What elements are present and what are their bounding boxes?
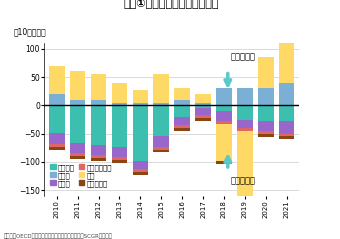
Bar [279, 136, 294, 139]
Bar [174, 128, 190, 131]
Bar [91, 155, 106, 158]
Bar [133, 105, 148, 161]
Bar [174, 100, 190, 105]
Text: （出所：OECDより住友商事グローバルリサーチ（SCGR）作成）: （出所：OECDより住友商事グローバルリサーチ（SCGR）作成） [3, 233, 112, 239]
Bar [258, 88, 274, 105]
Bar [133, 169, 148, 172]
Bar [174, 125, 190, 128]
Bar [153, 103, 169, 105]
Bar [70, 105, 85, 143]
Bar [216, 105, 232, 111]
Bar [91, 158, 106, 161]
Bar [195, 115, 211, 118]
Bar [70, 71, 85, 100]
Bar [49, 147, 65, 150]
Bar [49, 94, 65, 105]
Bar [174, 88, 190, 100]
Bar [112, 83, 127, 103]
Bar [91, 105, 106, 145]
Bar [153, 136, 169, 147]
Bar [279, 121, 294, 134]
Bar [237, 128, 253, 131]
Bar [279, 83, 294, 105]
Bar [70, 156, 85, 159]
Legend: ブラジル, ロシア, インド, インドネシア, 中国, 南アフリカ: ブラジル, ロシア, インド, インドネシア, 中国, 南アフリカ [48, 161, 115, 190]
Bar [216, 124, 232, 161]
Text: （10億ドル）: （10億ドル） [14, 28, 46, 37]
Bar [112, 103, 127, 105]
Bar [216, 161, 232, 164]
Bar [153, 150, 169, 152]
Bar [279, 105, 294, 121]
Bar [153, 105, 169, 136]
Bar [91, 145, 106, 155]
Bar [49, 144, 65, 147]
Bar [237, 199, 253, 202]
Bar [70, 153, 85, 156]
Bar [279, 134, 294, 136]
Bar [49, 66, 65, 94]
Bar [258, 121, 274, 131]
Bar [216, 111, 232, 121]
Text: 純資産減少: 純資産減少 [231, 176, 255, 185]
Bar [112, 105, 127, 147]
Bar [237, 105, 253, 120]
Bar [195, 118, 211, 121]
Bar [133, 90, 148, 103]
Bar [153, 147, 169, 150]
Bar [133, 161, 148, 169]
Bar [153, 74, 169, 103]
Bar [216, 121, 232, 124]
Bar [133, 103, 148, 105]
Bar [112, 160, 127, 163]
Bar [195, 108, 211, 115]
Bar [216, 88, 232, 105]
Bar [112, 158, 127, 160]
Text: 図表①　主要新興国の金融収支: 図表① 主要新興国の金融収支 [124, 0, 219, 9]
Bar [133, 172, 148, 175]
Bar [258, 134, 274, 137]
Bar [91, 74, 106, 100]
Bar [279, 37, 294, 83]
Bar [258, 57, 274, 88]
Bar [91, 100, 106, 105]
Bar [258, 131, 274, 134]
Bar [49, 133, 65, 144]
Bar [195, 105, 211, 108]
Bar [49, 105, 65, 133]
Bar [237, 88, 253, 105]
Bar [174, 117, 190, 125]
Bar [195, 103, 211, 105]
Bar [195, 94, 211, 103]
Bar [70, 100, 85, 105]
Bar [70, 143, 85, 153]
Bar [237, 131, 253, 199]
Bar [237, 120, 253, 128]
Bar [258, 105, 274, 121]
Text: 純資産増加: 純資産増加 [231, 52, 255, 61]
Bar [112, 147, 127, 158]
Bar [174, 105, 190, 117]
